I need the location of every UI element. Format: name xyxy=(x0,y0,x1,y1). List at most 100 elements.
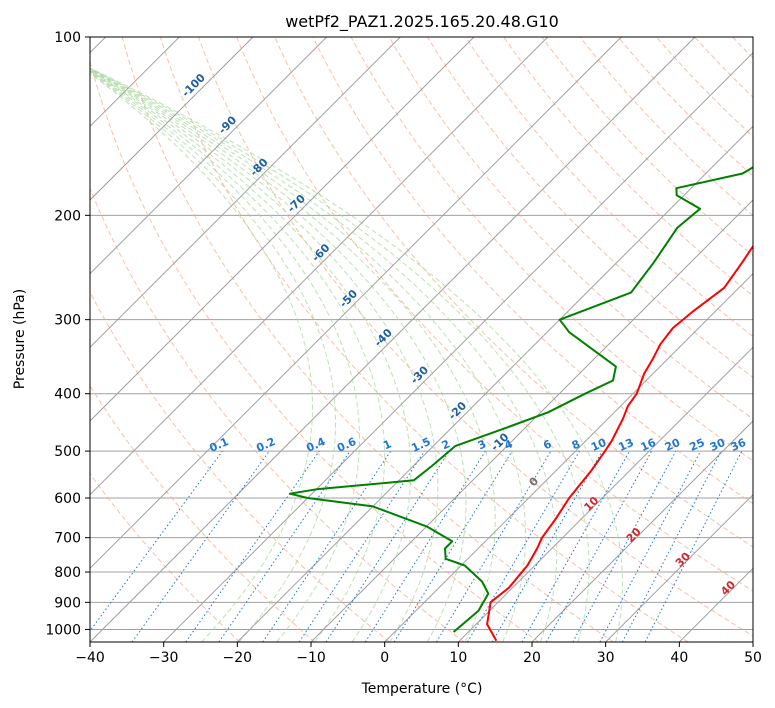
x-tick-label: 0 xyxy=(380,650,389,666)
y-tick-label: 800 xyxy=(54,565,81,581)
background-lines xyxy=(90,37,775,642)
background-labels: 0.1 0.2 0.4 0.6 1 1.5 2 3 4 6 8 10 13 16 20 25 30 36-100-… xyxy=(179,71,748,598)
isotherm--70 xyxy=(90,37,475,422)
mixing-ratio-label: 25 xyxy=(687,436,706,454)
dry-adiabat-250 xyxy=(90,472,241,642)
chart-title: wetPf2_PAZ1.2025.165.20.48.G10 xyxy=(285,12,559,32)
moist-adiabat--25 xyxy=(90,72,313,642)
mixing-ratio-label: 10 xyxy=(589,436,609,454)
mixing-ratio-line-13 xyxy=(545,450,653,642)
mixing-ratio-label: 20 xyxy=(663,436,683,454)
x-tick-label: 50 xyxy=(744,650,762,666)
moist-adiabat-20 xyxy=(90,68,558,642)
isotherm-10 xyxy=(457,346,753,642)
mixing-ratio-line-17 xyxy=(644,450,743,642)
mixing-ratio-line-16 xyxy=(621,450,722,642)
dry-adiabat-260 xyxy=(90,384,316,642)
isotherm--50 xyxy=(90,37,622,570)
mixing-ratio-label: 0.1 xyxy=(207,435,230,455)
isotherm-0 xyxy=(384,272,753,642)
isotherm-label: -70 xyxy=(285,192,308,215)
isotherm-label: -30 xyxy=(408,363,431,386)
mixing-ratio-label: 0.6 xyxy=(335,435,358,455)
isotherm--40 xyxy=(90,37,696,642)
moist-adiabat--15 xyxy=(90,71,360,642)
mixing-ratio-label: 16 xyxy=(639,436,659,454)
dry-adiabat-450 xyxy=(694,37,753,98)
axes: −40 −30 −20 −10 0 10 20 30 40 5010020030040050060… xyxy=(45,30,762,666)
isotherm-label: -90 xyxy=(216,113,239,136)
isotherm-label: -60 xyxy=(309,241,332,264)
moist-adiabat-0 xyxy=(90,69,439,642)
x-tick-label: 20 xyxy=(523,650,541,666)
temperature-line xyxy=(486,244,753,642)
mixing-ratio-label: 6 xyxy=(541,437,554,452)
isotherm--30 xyxy=(163,51,753,642)
moist-adiabat--5 xyxy=(90,70,412,642)
mixing-ratio-label: 36 xyxy=(729,436,749,454)
dry-adiabat-470 xyxy=(771,37,775,642)
isotherm-label: -50 xyxy=(337,287,360,310)
mixing-ratio-line-8 xyxy=(393,450,513,642)
isotherm--20 xyxy=(236,125,753,642)
y-axis-label: Pressure (hPa) xyxy=(12,289,28,389)
mixing-ratio-label: 30 xyxy=(708,436,728,454)
mixing-ratio-label: 1 xyxy=(381,437,393,452)
dry-adiabat-290 xyxy=(90,59,540,642)
moist-adiabat-30 xyxy=(90,67,623,642)
mixing-ratio-label: 13 xyxy=(616,436,635,454)
mixing-ratio-label: 0.4 xyxy=(304,435,327,455)
isotherm--10 xyxy=(310,199,753,642)
dry-adiabat-370 xyxy=(388,37,753,420)
moist-adiabat-5 xyxy=(90,69,467,642)
moist-adiabat-15 xyxy=(90,68,526,642)
isotherm-30 xyxy=(605,493,753,642)
mixing-ratio-line-1 xyxy=(131,450,270,642)
dry-adiabat-440 xyxy=(656,37,753,138)
dry-adiabat-label: 40 xyxy=(718,578,738,598)
isotherm-50 xyxy=(752,641,753,642)
x-tick-label: 40 xyxy=(670,650,688,666)
isotherm-20 xyxy=(531,420,753,642)
mixing-ratio-line-0 xyxy=(90,450,223,632)
moist-adiabat-10 xyxy=(90,68,496,642)
mixing-ratio-line-6 xyxy=(325,450,450,642)
y-tick-label: 500 xyxy=(54,444,81,460)
y-tick-label: 600 xyxy=(54,491,81,507)
y-tick-label: 700 xyxy=(54,531,81,547)
isotherm--60 xyxy=(90,37,549,496)
x-tick-label: −30 xyxy=(149,650,179,666)
y-tick-label: 200 xyxy=(54,208,81,224)
isotherm-40 xyxy=(678,567,753,642)
x-tick-label: 30 xyxy=(597,650,615,666)
dry-adiabat-330 xyxy=(236,37,753,592)
x-axis-label: Temperature (°C) xyxy=(361,681,483,697)
mixing-ratio-line-14 xyxy=(572,450,677,642)
dry-adiabat-400 xyxy=(503,37,753,297)
isotherm--90 xyxy=(90,37,328,275)
y-tick-label: 900 xyxy=(54,595,81,611)
x-tick-label: −10 xyxy=(296,650,326,666)
isotherm-label: -20 xyxy=(446,399,469,422)
dry-adiabat-410 xyxy=(541,37,753,257)
y-tick-label: 1000 xyxy=(45,622,81,638)
dry-adiabat-360 xyxy=(350,37,753,462)
y-tick-label: 100 xyxy=(54,30,81,46)
x-tick-label: −20 xyxy=(223,650,253,666)
mixing-ratio-line-2 xyxy=(185,450,320,642)
mixing-ratio-line-10 xyxy=(467,450,580,642)
x-tick-label: 10 xyxy=(449,650,467,666)
mixing-ratio-label: 0.2 xyxy=(254,435,277,455)
y-tick-label: 400 xyxy=(54,387,81,403)
mixing-ratio-label: 3 xyxy=(476,437,488,452)
dry-adiabat-320 xyxy=(198,37,753,637)
y-tick-label: 300 xyxy=(54,313,81,329)
mixing-ratio-line-9 xyxy=(435,450,552,642)
isotherm--100 xyxy=(90,37,254,201)
dry-adiabat-label: 20 xyxy=(624,525,644,545)
dry-adiabat-460 xyxy=(732,37,753,59)
isotherm--80 xyxy=(90,37,401,349)
dry-adiabat-270 xyxy=(90,291,390,642)
plot-frame xyxy=(89,36,754,643)
